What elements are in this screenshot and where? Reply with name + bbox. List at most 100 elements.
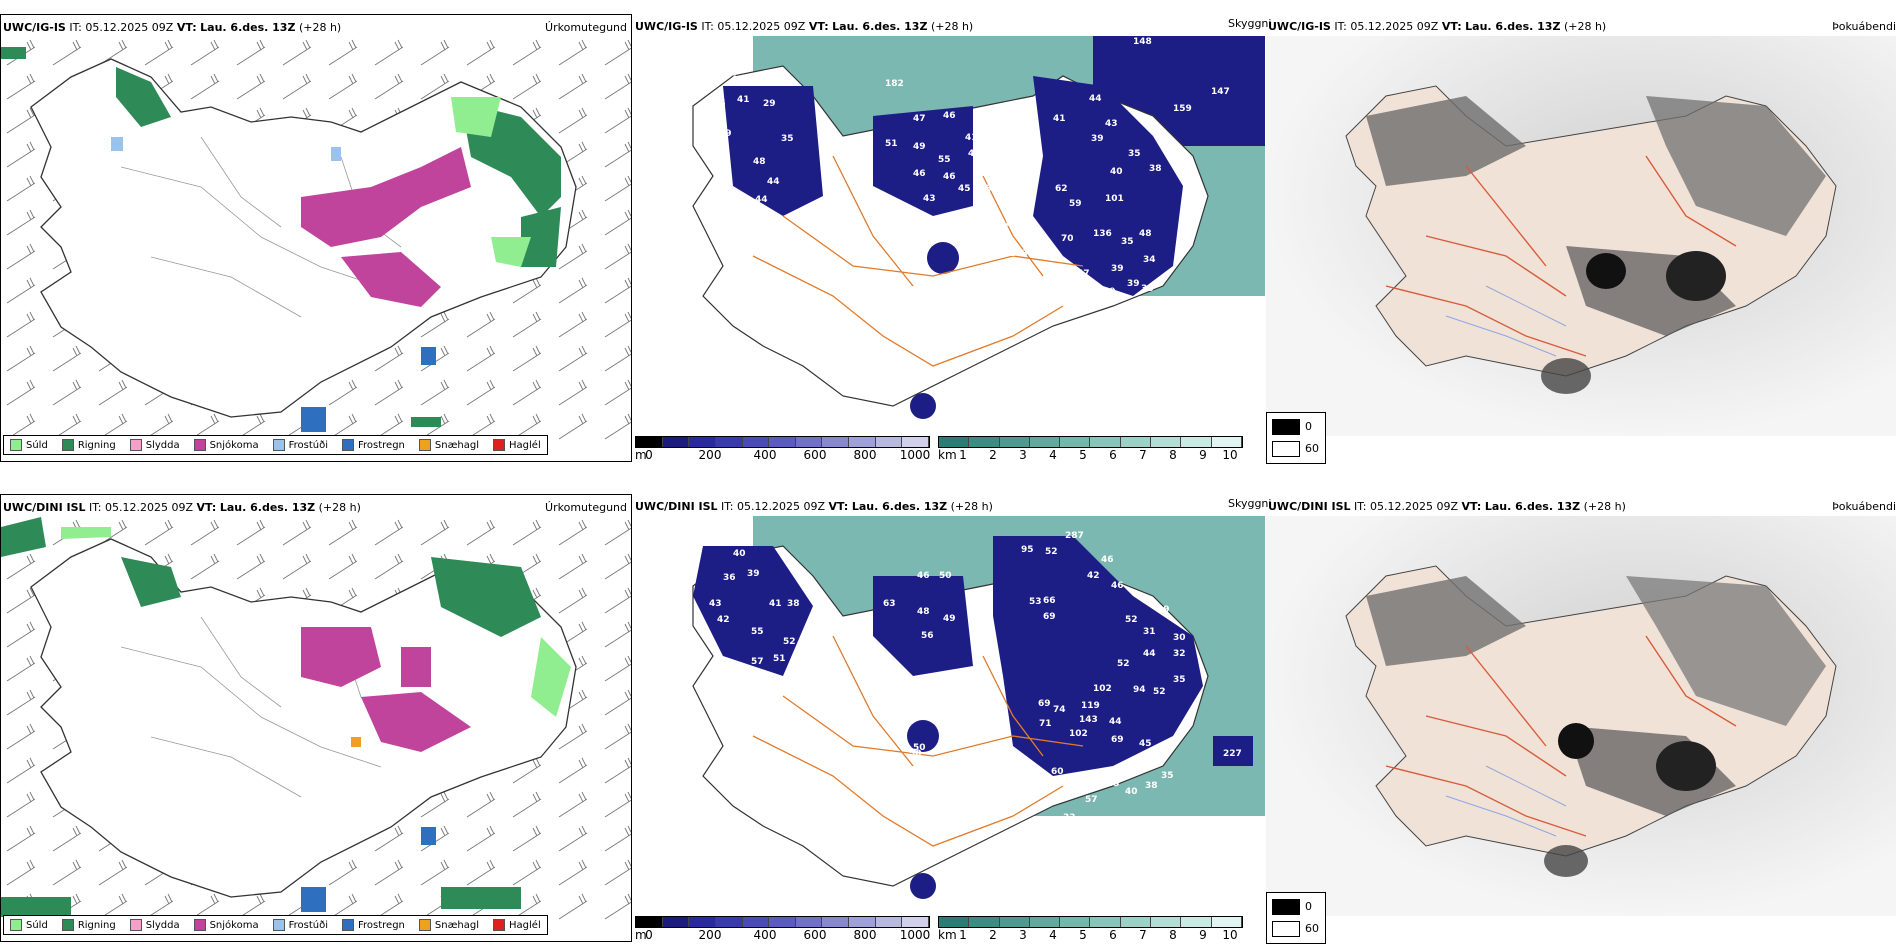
swatch-sleet: [129, 439, 142, 451]
swatch-frz-drizzle: [272, 919, 285, 931]
svg-text:39: 39: [1111, 264, 1124, 274]
cloud-vis-map[interactable]: 44 56 41 29 39 35 48 44 70 44 182 51 47 …: [633, 36, 1265, 436]
svg-text:94: 94: [1133, 685, 1146, 695]
svg-text:43: 43: [1107, 779, 1120, 789]
svg-text:50: 50: [939, 571, 952, 581]
fog-swatch-0: [1272, 899, 1300, 915]
swatch-hail: [493, 439, 506, 451]
svg-text:29: 29: [763, 99, 776, 109]
svg-text:46: 46: [917, 571, 930, 581]
svg-text:62: 62: [1020, 307, 1033, 317]
svg-text:40: 40: [1110, 167, 1123, 177]
precip-map[interactable]: [1, 37, 631, 447]
svg-text:46: 46: [943, 111, 956, 121]
svg-text:35: 35: [1161, 771, 1174, 781]
svg-text:49: 49: [943, 614, 956, 624]
svg-text:52: 52: [1145, 329, 1158, 339]
legend-item: Snæhagl: [418, 919, 479, 931]
legend-item: Haglél: [493, 919, 541, 931]
svg-text:31: 31: [1143, 627, 1156, 637]
legend-item: Frostúði: [272, 439, 328, 451]
svg-text:136: 136: [1093, 229, 1112, 239]
svg-text:41: 41: [1155, 749, 1168, 759]
svg-text:56: 56: [921, 631, 934, 641]
svg-text:39: 39: [1091, 134, 1104, 144]
swatch-snow: [193, 439, 206, 451]
legend-item: Snæhagl: [418, 439, 479, 451]
svg-text:51: 51: [885, 139, 898, 149]
svg-text:42: 42: [717, 615, 730, 625]
svg-text:48: 48: [968, 149, 981, 159]
svg-text:40: 40: [733, 549, 746, 559]
svg-text:68: 68: [1137, 314, 1150, 324]
svg-text:56: 56: [713, 99, 726, 109]
panel-title: UWC/DINI ISL IT: 05.12.2025 09Z VT: Lau.…: [635, 500, 993, 513]
svg-text:36: 36: [723, 573, 736, 583]
panel-label-cloud: Skyggni: [1228, 17, 1272, 30]
svg-text:43: 43: [1097, 336, 1110, 346]
svg-text:41: 41: [737, 95, 750, 105]
svg-text:43: 43: [1105, 119, 1118, 129]
swatch-snow: [193, 919, 206, 931]
legend-item: Rigning: [61, 439, 116, 451]
panel-title: UWC/IG-IS IT: 05.12.2025 09Z VT: Lau. 6.…: [3, 21, 342, 34]
svg-text:33: 33: [1063, 813, 1076, 823]
swatch-frz-drizzle: [272, 439, 285, 451]
svg-text:57: 57: [1001, 136, 1014, 146]
height-colorbar-strip: [635, 436, 930, 448]
svg-text:46: 46: [943, 172, 956, 182]
fog-swatch-60: [1272, 921, 1300, 937]
precip-map[interactable]: [1, 517, 631, 927]
height-ticks: m 0 200 400 600 800 1000: [635, 448, 931, 462]
fog-panel: UWC/IG-IS IT: 05.12.2025 09Z VT: Lau. 6.…: [1266, 14, 1900, 464]
row-ig-is: UWC/IG-IS IT: 05.12.2025 09Z VT: Lau. 6.…: [0, 0, 1900, 470]
legend-item: Slydda: [129, 439, 180, 451]
swatch-frz-rain: [342, 919, 354, 931]
svg-text:74: 74: [1053, 705, 1066, 715]
svg-text:80: 80: [993, 749, 1006, 759]
fog-map[interactable]: [1266, 36, 1896, 436]
swatch-frz-rain: [342, 439, 354, 451]
legend-item: Súld: [10, 439, 48, 451]
svg-text:44: 44: [755, 195, 768, 205]
fog-map[interactable]: [1266, 516, 1896, 916]
svg-text:32: 32: [1173, 649, 1186, 659]
svg-text:51: 51: [773, 654, 786, 664]
fog-swatch-0: [1272, 419, 1300, 435]
cloud-vis-panel: UWC/IG-IS IT: 05.12.2025 09Z VT: Lau. 6.…: [633, 14, 1265, 464]
visibility-ticks: km 1 2 3 4 5 6 7 8 9 10: [938, 448, 1238, 462]
svg-text:71: 71: [1017, 763, 1030, 773]
precip-type-panel: UWC/DINI ISL IT: 05.12.2025 09Z VT: Lau.…: [0, 494, 632, 942]
svg-text:103: 103: [1009, 249, 1028, 259]
legend-item: Snjókoma: [193, 439, 259, 451]
svg-text:46: 46: [1101, 555, 1114, 565]
height-colorbar-strip: [635, 916, 930, 928]
svg-text:35: 35: [1128, 149, 1141, 159]
fog-panel: UWC/DINI ISL IT: 05.12.2025 09Z VT: Lau.…: [1266, 494, 1900, 944]
svg-text:52: 52: [913, 379, 926, 389]
svg-text:57: 57: [751, 657, 764, 667]
svg-text:45: 45: [1139, 739, 1152, 749]
svg-text:57: 57: [1085, 795, 1098, 805]
svg-text:40: 40: [1125, 787, 1138, 797]
visibility-colorbar: km 1 2 3 4 5 6 7 8 9 10: [938, 916, 1243, 942]
iceland-outline: [30, 538, 577, 898]
swatch-sula: [10, 919, 22, 931]
swatch-snow-pellets: [418, 439, 431, 451]
svg-text:43: 43: [913, 859, 926, 869]
svg-text:43: 43: [709, 599, 722, 609]
svg-text:52: 52: [1125, 615, 1138, 625]
svg-text:59: 59: [1069, 199, 1082, 209]
svg-text:38: 38: [787, 599, 800, 609]
svg-text:41: 41: [1053, 114, 1066, 124]
legend-item: Haglél: [493, 439, 541, 451]
fog-legend: 0 60: [1266, 892, 1326, 944]
visibility-colorbar: km 1 2 3 4 5 6 7 8 9 10: [938, 436, 1243, 462]
svg-text:48: 48: [973, 164, 986, 174]
svg-text:39: 39: [747, 569, 760, 579]
cloud-vis-panel: UWC/DINI ISL IT: 05.12.2025 09Z VT: Lau.…: [633, 494, 1265, 944]
cloud-vis-map[interactable]: 40 36 39 43 42 41 38 55 52 57 51 63 46 5…: [633, 516, 1265, 916]
panel-title: UWC/IG-IS IT: 05.12.2025 09Z VT: Lau. 6.…: [635, 20, 974, 33]
legend-item: Frostúði: [272, 919, 328, 931]
precip-legend: Súld Rigning Slydda Snjókoma Frostúði Fr…: [3, 915, 548, 935]
